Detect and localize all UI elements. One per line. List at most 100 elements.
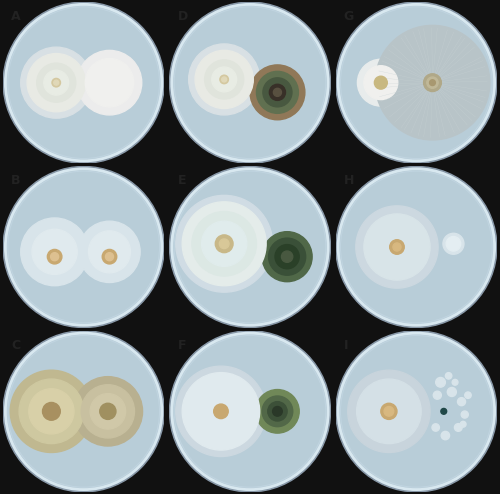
Circle shape bbox=[356, 379, 421, 444]
Circle shape bbox=[441, 409, 446, 414]
Text: F: F bbox=[178, 339, 186, 352]
Circle shape bbox=[390, 240, 404, 254]
Circle shape bbox=[170, 331, 330, 492]
Circle shape bbox=[3, 166, 164, 328]
Text: I: I bbox=[344, 339, 348, 352]
Text: B: B bbox=[11, 174, 20, 187]
Circle shape bbox=[430, 80, 436, 85]
Circle shape bbox=[27, 53, 86, 112]
Circle shape bbox=[338, 333, 494, 490]
Circle shape bbox=[427, 77, 438, 88]
Circle shape bbox=[375, 25, 490, 140]
Circle shape bbox=[270, 84, 285, 100]
Circle shape bbox=[90, 394, 126, 429]
Circle shape bbox=[44, 70, 68, 95]
Circle shape bbox=[176, 195, 272, 292]
Circle shape bbox=[268, 402, 287, 421]
Circle shape bbox=[220, 75, 228, 83]
Circle shape bbox=[364, 66, 398, 100]
Circle shape bbox=[263, 78, 292, 107]
Circle shape bbox=[454, 423, 462, 431]
Circle shape bbox=[195, 50, 254, 109]
Circle shape bbox=[364, 214, 430, 280]
Circle shape bbox=[436, 377, 446, 387]
Circle shape bbox=[86, 58, 134, 107]
Circle shape bbox=[202, 221, 247, 266]
Circle shape bbox=[443, 233, 464, 254]
Circle shape bbox=[446, 372, 452, 379]
Circle shape bbox=[282, 251, 293, 262]
Circle shape bbox=[32, 229, 77, 275]
Circle shape bbox=[458, 398, 466, 406]
Circle shape bbox=[100, 403, 116, 419]
Circle shape bbox=[36, 63, 76, 102]
Text: H: H bbox=[344, 174, 354, 187]
Circle shape bbox=[222, 77, 226, 82]
Circle shape bbox=[214, 404, 228, 418]
Circle shape bbox=[10, 370, 92, 453]
Circle shape bbox=[188, 44, 260, 115]
Circle shape bbox=[216, 235, 233, 252]
Circle shape bbox=[20, 47, 92, 118]
Circle shape bbox=[250, 65, 305, 120]
Circle shape bbox=[77, 50, 142, 115]
Circle shape bbox=[182, 202, 266, 286]
Circle shape bbox=[170, 166, 330, 328]
Circle shape bbox=[212, 67, 236, 92]
Circle shape bbox=[446, 237, 460, 251]
Text: G: G bbox=[344, 10, 354, 23]
Circle shape bbox=[358, 59, 404, 106]
Circle shape bbox=[6, 4, 162, 161]
Circle shape bbox=[441, 431, 450, 440]
Circle shape bbox=[50, 252, 58, 261]
Circle shape bbox=[81, 385, 134, 438]
Circle shape bbox=[381, 403, 397, 419]
Circle shape bbox=[460, 421, 466, 427]
Circle shape bbox=[73, 376, 142, 446]
Circle shape bbox=[42, 403, 60, 420]
Text: E: E bbox=[178, 174, 186, 187]
Circle shape bbox=[29, 389, 74, 434]
Circle shape bbox=[356, 206, 438, 288]
Text: C: C bbox=[11, 339, 20, 352]
Circle shape bbox=[182, 372, 260, 450]
Circle shape bbox=[336, 166, 497, 328]
Circle shape bbox=[6, 169, 162, 325]
Circle shape bbox=[336, 2, 497, 163]
Circle shape bbox=[275, 245, 299, 269]
Circle shape bbox=[272, 407, 282, 416]
Circle shape bbox=[88, 231, 130, 273]
Circle shape bbox=[384, 407, 394, 416]
Circle shape bbox=[461, 411, 468, 418]
Circle shape bbox=[192, 211, 256, 276]
Circle shape bbox=[48, 249, 62, 264]
Circle shape bbox=[262, 232, 312, 282]
Circle shape bbox=[452, 379, 458, 385]
Circle shape bbox=[220, 239, 229, 248]
Circle shape bbox=[52, 79, 60, 87]
Circle shape bbox=[274, 88, 281, 96]
Text: D: D bbox=[178, 10, 188, 23]
Circle shape bbox=[106, 252, 114, 261]
Circle shape bbox=[338, 169, 494, 325]
Text: A: A bbox=[11, 10, 20, 23]
Circle shape bbox=[464, 392, 471, 399]
Circle shape bbox=[176, 366, 266, 456]
Circle shape bbox=[393, 243, 401, 251]
Circle shape bbox=[256, 71, 298, 113]
Circle shape bbox=[3, 331, 164, 492]
Circle shape bbox=[54, 80, 59, 85]
Circle shape bbox=[172, 4, 328, 161]
Circle shape bbox=[19, 379, 84, 444]
Circle shape bbox=[336, 331, 497, 492]
Circle shape bbox=[268, 238, 306, 275]
Circle shape bbox=[20, 218, 88, 286]
Circle shape bbox=[424, 74, 442, 91]
Circle shape bbox=[79, 221, 140, 283]
Circle shape bbox=[348, 370, 430, 453]
Circle shape bbox=[172, 169, 328, 325]
Circle shape bbox=[262, 396, 293, 427]
Circle shape bbox=[6, 333, 162, 490]
Circle shape bbox=[102, 249, 117, 264]
Circle shape bbox=[170, 2, 330, 163]
